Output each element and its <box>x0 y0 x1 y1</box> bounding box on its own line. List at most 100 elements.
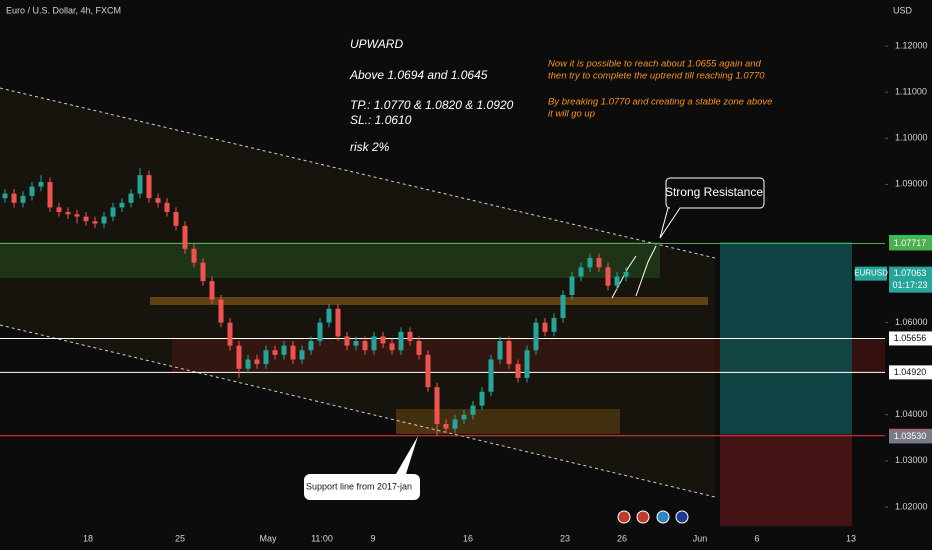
candle-body <box>335 308 341 337</box>
y-tick-label: 1.09000 <box>895 179 928 189</box>
event-icon[interactable] <box>617 510 631 524</box>
candle-body <box>263 350 269 365</box>
plan-text: SL.: 1.0610 <box>350 113 412 127</box>
candle-body <box>488 359 494 392</box>
candle-body <box>83 216 89 222</box>
y-tick-label: 1.06000 <box>895 317 928 327</box>
countdown: 01:17:23 <box>892 280 927 290</box>
candle-body <box>173 212 179 226</box>
candle-body <box>578 267 584 277</box>
price-label-box <box>889 266 932 293</box>
demand-supply-zone <box>0 242 660 278</box>
note-text: By breaking 1.0770 and creating a stable… <box>548 97 772 108</box>
candle-body <box>47 182 53 208</box>
price-label-box <box>889 331 932 346</box>
y-tick-label: 1.11000 <box>895 87 927 97</box>
candle-body <box>623 271 629 277</box>
candle-body <box>128 193 134 203</box>
candle-body <box>425 354 431 388</box>
callout <box>304 436 420 500</box>
plan-text: Above 1.0694 and 1.0645 <box>349 68 488 82</box>
candle-body <box>65 212 71 215</box>
candle-body <box>29 186 35 196</box>
price-label: 1.04920 <box>894 367 927 377</box>
channel <box>0 88 715 497</box>
candle-body <box>119 202 125 208</box>
candle-body <box>515 364 521 378</box>
note-text: then try to complete the uptrend till re… <box>548 71 765 82</box>
candle-body <box>299 350 305 360</box>
candle-body <box>362 341 368 351</box>
y-tick-label: 1.12000 <box>895 40 928 50</box>
candle-body <box>380 336 386 344</box>
candle-body <box>200 262 206 282</box>
candle-body <box>569 276 575 295</box>
x-tick-label: 26 <box>617 533 627 543</box>
y-tick-label: 1.04000 <box>895 409 928 419</box>
candle-body <box>533 322 539 351</box>
x-tick-label: 25 <box>175 533 185 543</box>
candle-body <box>479 391 485 406</box>
event-icon[interactable] <box>636 510 650 524</box>
x-tick-label: 13 <box>846 533 856 543</box>
candle-body <box>596 258 602 268</box>
candle-body <box>587 258 593 268</box>
candle-body <box>182 225 188 249</box>
candle-body <box>524 350 530 378</box>
candle-body <box>605 267 611 286</box>
price-label-box <box>889 236 932 251</box>
arrow <box>635 245 657 297</box>
channel-upper <box>0 87 716 259</box>
candle-body <box>398 331 404 351</box>
candle-body <box>281 345 287 355</box>
event-icon[interactable] <box>656 510 670 524</box>
candle-body <box>497 341 503 360</box>
price-label: 1.03530 <box>894 431 927 441</box>
callout-text: Strong Resistance <box>665 185 763 199</box>
candle-body <box>416 341 422 355</box>
symbol-box <box>855 266 887 281</box>
note-text: Now it is possible to reach about 1.0655… <box>548 59 762 70</box>
candle-body <box>614 276 620 286</box>
symbol-label: EURUSD <box>854 269 888 278</box>
callout <box>659 177 765 239</box>
candle-body <box>92 221 98 224</box>
candle-body <box>74 214 80 217</box>
x-tick-label: 6 <box>754 533 759 543</box>
x-tick-label: 23 <box>560 533 570 543</box>
candle-body <box>2 193 8 199</box>
candle-body <box>236 345 242 369</box>
candle-body <box>389 343 395 351</box>
event-icons <box>617 510 689 524</box>
event-icon[interactable] <box>675 510 689 524</box>
candle-body <box>254 359 260 365</box>
candle-body <box>110 207 116 217</box>
x-tick-label: Jun <box>693 533 708 543</box>
candle-body <box>272 350 278 355</box>
candle-body <box>218 299 224 323</box>
candle-body <box>353 341 359 346</box>
candle-body <box>326 308 332 323</box>
candle-body <box>461 414 467 420</box>
candle-body <box>227 322 233 346</box>
candle-body <box>137 175 143 194</box>
candle-body <box>56 207 62 212</box>
x-tick-label: 9 <box>370 533 375 543</box>
x-tick-label: 16 <box>463 533 473 543</box>
chart-title: Euro / U.S. Dollar, 4h, FXCM <box>6 5 121 15</box>
candle-body <box>11 193 17 203</box>
channel-lower <box>0 324 716 498</box>
candle-body <box>290 345 296 360</box>
price-label-box <box>889 429 932 444</box>
y-axis-label: USD <box>893 5 913 15</box>
x-tick-label: May <box>259 533 277 543</box>
candle-body <box>371 336 377 351</box>
y-tick-label: 1.02000 <box>895 501 928 511</box>
candle-body <box>245 359 251 369</box>
y-tick-label: 1.10000 <box>895 133 928 143</box>
price-label: 1.07717 <box>894 238 927 248</box>
candle-body <box>101 216 107 224</box>
price-label-box <box>889 365 932 380</box>
candle-body <box>191 248 197 263</box>
